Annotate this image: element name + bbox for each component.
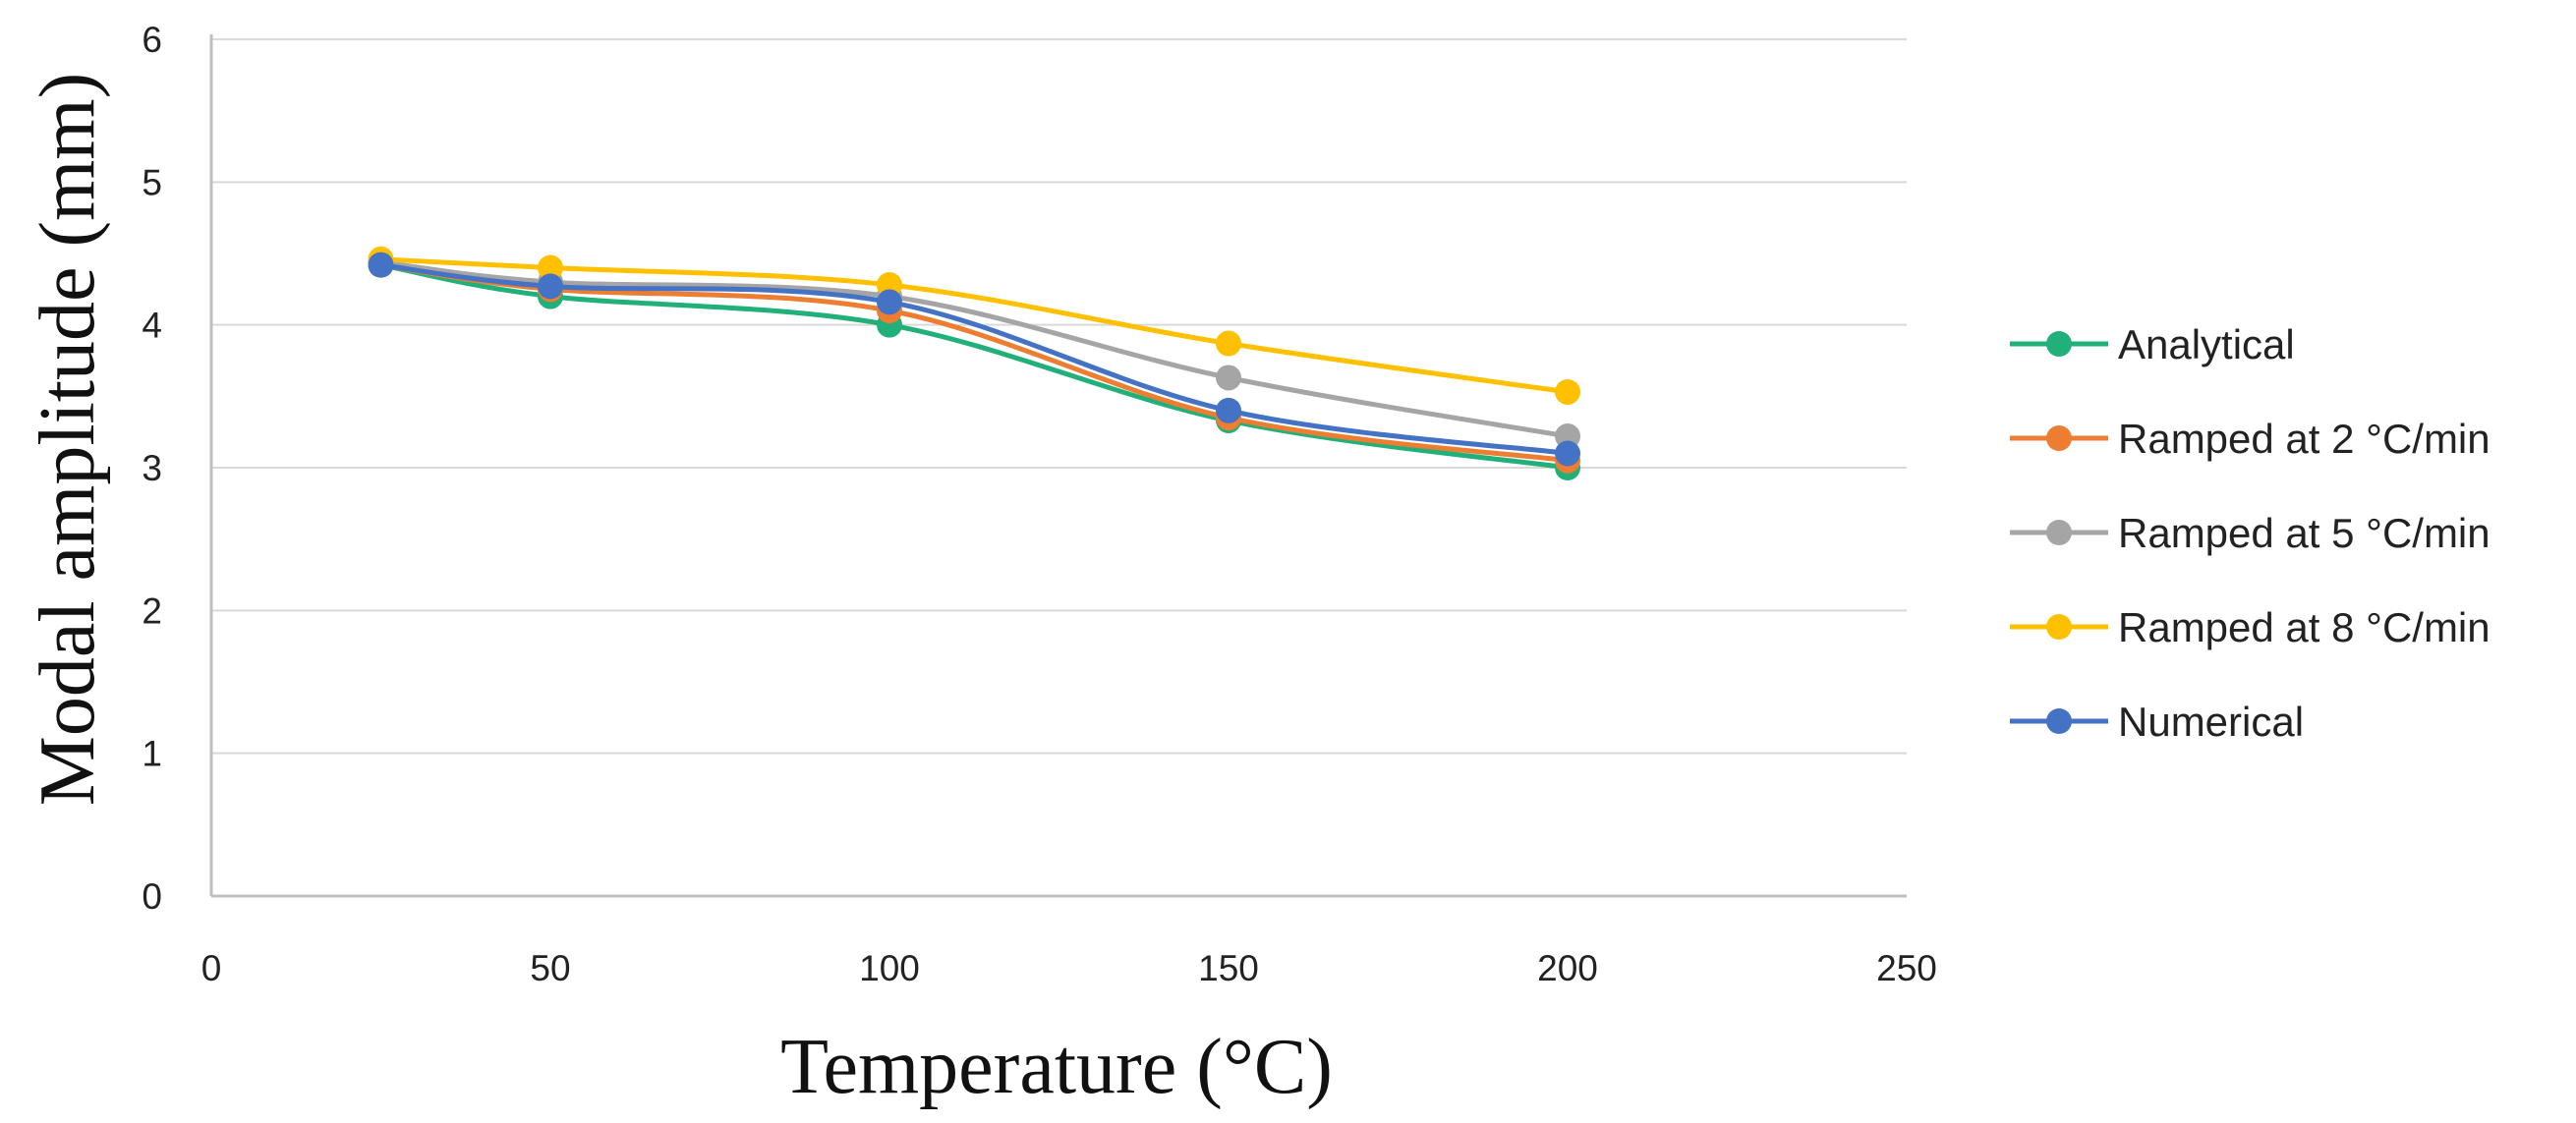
data-point-ramped-at-8-c-min [1216, 330, 1241, 357]
data-point-ramped-at-5-c-min [1216, 365, 1241, 391]
legend-label-analytical: Analytical [2118, 321, 2295, 367]
data-point-numerical [1555, 440, 1580, 467]
x-tick-label: 100 [859, 948, 920, 988]
y-tick-label: 1 [142, 734, 162, 774]
data-point-numerical [538, 273, 563, 300]
tick-labels: 0 1 2 3 4 5 6 0 50 100 150 200 250 [142, 20, 1936, 988]
x-tick-label: 50 [530, 948, 570, 988]
x-tick-label: 150 [1198, 948, 1259, 988]
legend-label-numerical: Numerical [2118, 699, 2304, 745]
series-line-ramped-at-8-c-min [380, 256, 1569, 395]
axes [209, 34, 1907, 898]
y-tick-label: 3 [142, 448, 162, 488]
legend-label-ramped-at-8-c-min: Ramped at 8 °C/min [2118, 604, 2490, 650]
y-axis-title: Modal amplitude (mm) [25, 73, 111, 807]
y-tick-label: 4 [142, 306, 162, 346]
data-point-ramped-at-8-c-min [538, 254, 563, 281]
legend-marker-analytical [2046, 331, 2072, 357]
data-point-ramped-at-8-c-min [1555, 378, 1580, 405]
series-numerical [368, 252, 1580, 467]
x-axis-title: Temperature (°C) [780, 1024, 1333, 1110]
legend-marker-numerical [2046, 708, 2072, 734]
series-lines [368, 246, 1580, 480]
x-tick-label: 200 [1537, 948, 1598, 988]
y-tick-label: 0 [142, 876, 162, 917]
data-point-numerical [877, 289, 902, 315]
y-tick-label: 2 [142, 590, 162, 631]
legend-marker-ramped-at-5-c-min [2046, 520, 2072, 545]
legend: Analytical Ramped at 2 °C/min Ramped at 5 … [2010, 321, 2490, 745]
legend-marker-ramped-at-2-c-min [2046, 425, 2072, 451]
x-tick-label: 250 [1876, 948, 1937, 988]
legend-label-ramped-at-2-c-min: Ramped at 2 °C/min [2118, 416, 2490, 462]
legend-label-ramped-at-5-c-min: Ramped at 5 °C/min [2118, 510, 2490, 556]
y-tick-label: 5 [142, 162, 162, 202]
legend-item-analytical: Analytical [2010, 321, 2295, 367]
series-line-ramped-at-5-c-min [380, 259, 1569, 439]
gridlines [211, 38, 1907, 755]
legend-item-numerical: Numerical [2010, 699, 2304, 745]
series-line-numerical [380, 262, 1569, 456]
data-point-numerical [1216, 397, 1241, 423]
series-ramped-at-8-c-min [368, 246, 1580, 405]
series-line-analytical [380, 262, 1569, 471]
y-tick-label: 6 [142, 20, 162, 60]
legend-marker-ramped-at-8-c-min [2046, 614, 2072, 640]
legend-item-ramped-at-2-c-min: Ramped at 2 °C/min [2010, 416, 2490, 462]
legend-item-ramped-at-8-c-min: Ramped at 8 °C/min [2010, 604, 2490, 650]
data-point-numerical [368, 252, 394, 278]
legend-item-ramped-at-5-c-min: Ramped at 5 °C/min [2010, 510, 2490, 556]
x-tick-label: 0 [201, 948, 222, 988]
